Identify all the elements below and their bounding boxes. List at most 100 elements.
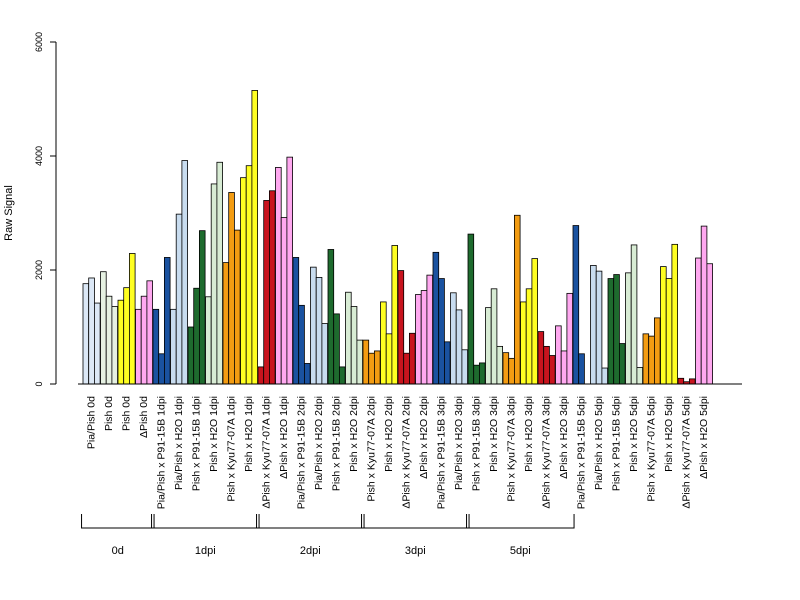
bar bbox=[88, 277, 95, 385]
x-tick-label: Pish x Kyu77-07A 2dpi bbox=[366, 396, 378, 502]
bar bbox=[700, 225, 708, 385]
x-tick-label: Pish 0d bbox=[121, 396, 133, 431]
x-tick-label: ΔPish x H2O 5dpi bbox=[698, 396, 710, 479]
bar bbox=[461, 349, 468, 385]
group-label: 2dpi bbox=[300, 545, 321, 557]
x-tick-label: ΔPish x H2O 3dpi bbox=[558, 396, 570, 479]
bar bbox=[222, 262, 230, 385]
bar bbox=[438, 278, 445, 385]
x-tick-label: Pia/Pish x H2O 1dpi bbox=[173, 396, 185, 490]
x-tick-label: Pish x H2O 3dpi bbox=[488, 396, 500, 472]
bar bbox=[473, 364, 480, 385]
bar bbox=[240, 177, 247, 385]
bar bbox=[205, 296, 212, 385]
bar bbox=[292, 257, 300, 385]
bar bbox=[502, 352, 510, 385]
group-bracket bbox=[81, 514, 155, 529]
group-label: 3dpi bbox=[405, 545, 426, 557]
bar bbox=[485, 307, 492, 385]
bar bbox=[415, 294, 422, 385]
bar bbox=[595, 270, 603, 385]
bar bbox=[333, 313, 340, 385]
bar bbox=[490, 288, 498, 385]
bar bbox=[601, 367, 609, 385]
bar bbox=[170, 308, 177, 385]
bar bbox=[158, 353, 165, 385]
y-axis-label: Raw Signal bbox=[3, 185, 15, 241]
bar bbox=[660, 266, 667, 385]
y-axis: 0 2000 4000 6000 bbox=[34, 32, 57, 387]
bar bbox=[251, 90, 258, 385]
bar bbox=[590, 265, 597, 385]
bar bbox=[303, 363, 311, 385]
bar bbox=[525, 288, 533, 385]
x-tick-label: Pish x H2O 2dpi bbox=[383, 396, 395, 472]
bar bbox=[443, 341, 451, 385]
bar bbox=[391, 245, 398, 385]
bar bbox=[233, 229, 241, 385]
bar bbox=[420, 290, 428, 385]
group-bracket bbox=[256, 514, 365, 529]
bar bbox=[175, 213, 183, 385]
x-axis-labels: Pia/Pish 0d Pish 0d Pish 0d ΔPish 0d Pia/Pis… bbox=[86, 396, 710, 509]
bar bbox=[163, 257, 171, 385]
bar bbox=[338, 366, 346, 385]
bar bbox=[210, 183, 218, 385]
bar bbox=[310, 266, 317, 385]
bar bbox=[543, 345, 550, 385]
bar bbox=[152, 308, 160, 385]
bar bbox=[496, 345, 503, 385]
bar bbox=[531, 258, 539, 385]
bar bbox=[537, 331, 545, 385]
x-tick-label: Pish 0d bbox=[103, 396, 115, 431]
bar bbox=[508, 357, 515, 385]
bar bbox=[362, 339, 370, 385]
x-tick-label: Pish x P91-15B 1dpi bbox=[191, 396, 203, 491]
bar bbox=[654, 317, 661, 385]
bar bbox=[198, 230, 206, 385]
bar bbox=[268, 190, 276, 385]
x-tick-label: ΔPish x Kyu77-07A 3dpi bbox=[541, 396, 553, 509]
bar bbox=[245, 165, 253, 385]
y-tick-label: 4000 bbox=[34, 146, 44, 166]
x-tick-label: ΔPish x Kyu77-07A 2dpi bbox=[401, 396, 413, 509]
x-tick-label: ΔPish x Kyu77-07A 5dpi bbox=[681, 396, 693, 509]
bar bbox=[263, 200, 270, 385]
x-tick-label: Pia/Pish x P91-15B 2dpi bbox=[296, 396, 308, 509]
bar bbox=[706, 263, 714, 385]
bar bbox=[140, 295, 148, 385]
x-tick-label: Pish x P91-15B 5dpi bbox=[611, 396, 623, 491]
x-tick-label: Pia/Pish x H2O 2dpi bbox=[313, 396, 325, 490]
bar bbox=[630, 244, 638, 385]
bar bbox=[315, 277, 323, 385]
group-label: 1dpi bbox=[195, 545, 216, 557]
x-tick-label: ΔPish 0d bbox=[138, 396, 150, 438]
bar bbox=[665, 278, 673, 385]
bar bbox=[572, 225, 580, 385]
bar bbox=[689, 378, 696, 385]
x-tick-label: Pish x H2O 2dpi bbox=[348, 396, 360, 472]
bar bbox=[356, 339, 363, 385]
bar bbox=[467, 233, 475, 385]
bar bbox=[520, 301, 527, 385]
bar bbox=[228, 192, 235, 385]
bar bbox=[298, 304, 305, 385]
group-bracket bbox=[361, 514, 470, 529]
bar bbox=[549, 355, 556, 385]
bar bbox=[345, 291, 352, 385]
bar bbox=[280, 217, 288, 385]
x-tick-label: Pish x P91-15B 2dpi bbox=[331, 396, 343, 491]
bar bbox=[555, 325, 562, 385]
x-tick-label: ΔPish x H2O 2dpi bbox=[418, 396, 430, 479]
bar bbox=[613, 274, 620, 385]
bar bbox=[636, 367, 644, 385]
bar bbox=[607, 278, 615, 385]
x-tick-label: Pish x H2O 5dpi bbox=[663, 396, 675, 472]
bar bbox=[257, 366, 265, 385]
x-tick-label: Pish x Kyu77-07A 1dpi bbox=[226, 396, 238, 502]
x-tick-label: Pia/Pish x P91-15B 5dpi bbox=[576, 396, 588, 509]
bar bbox=[193, 287, 200, 385]
bar bbox=[450, 292, 457, 385]
bar bbox=[146, 280, 153, 385]
bar bbox=[94, 302, 101, 385]
